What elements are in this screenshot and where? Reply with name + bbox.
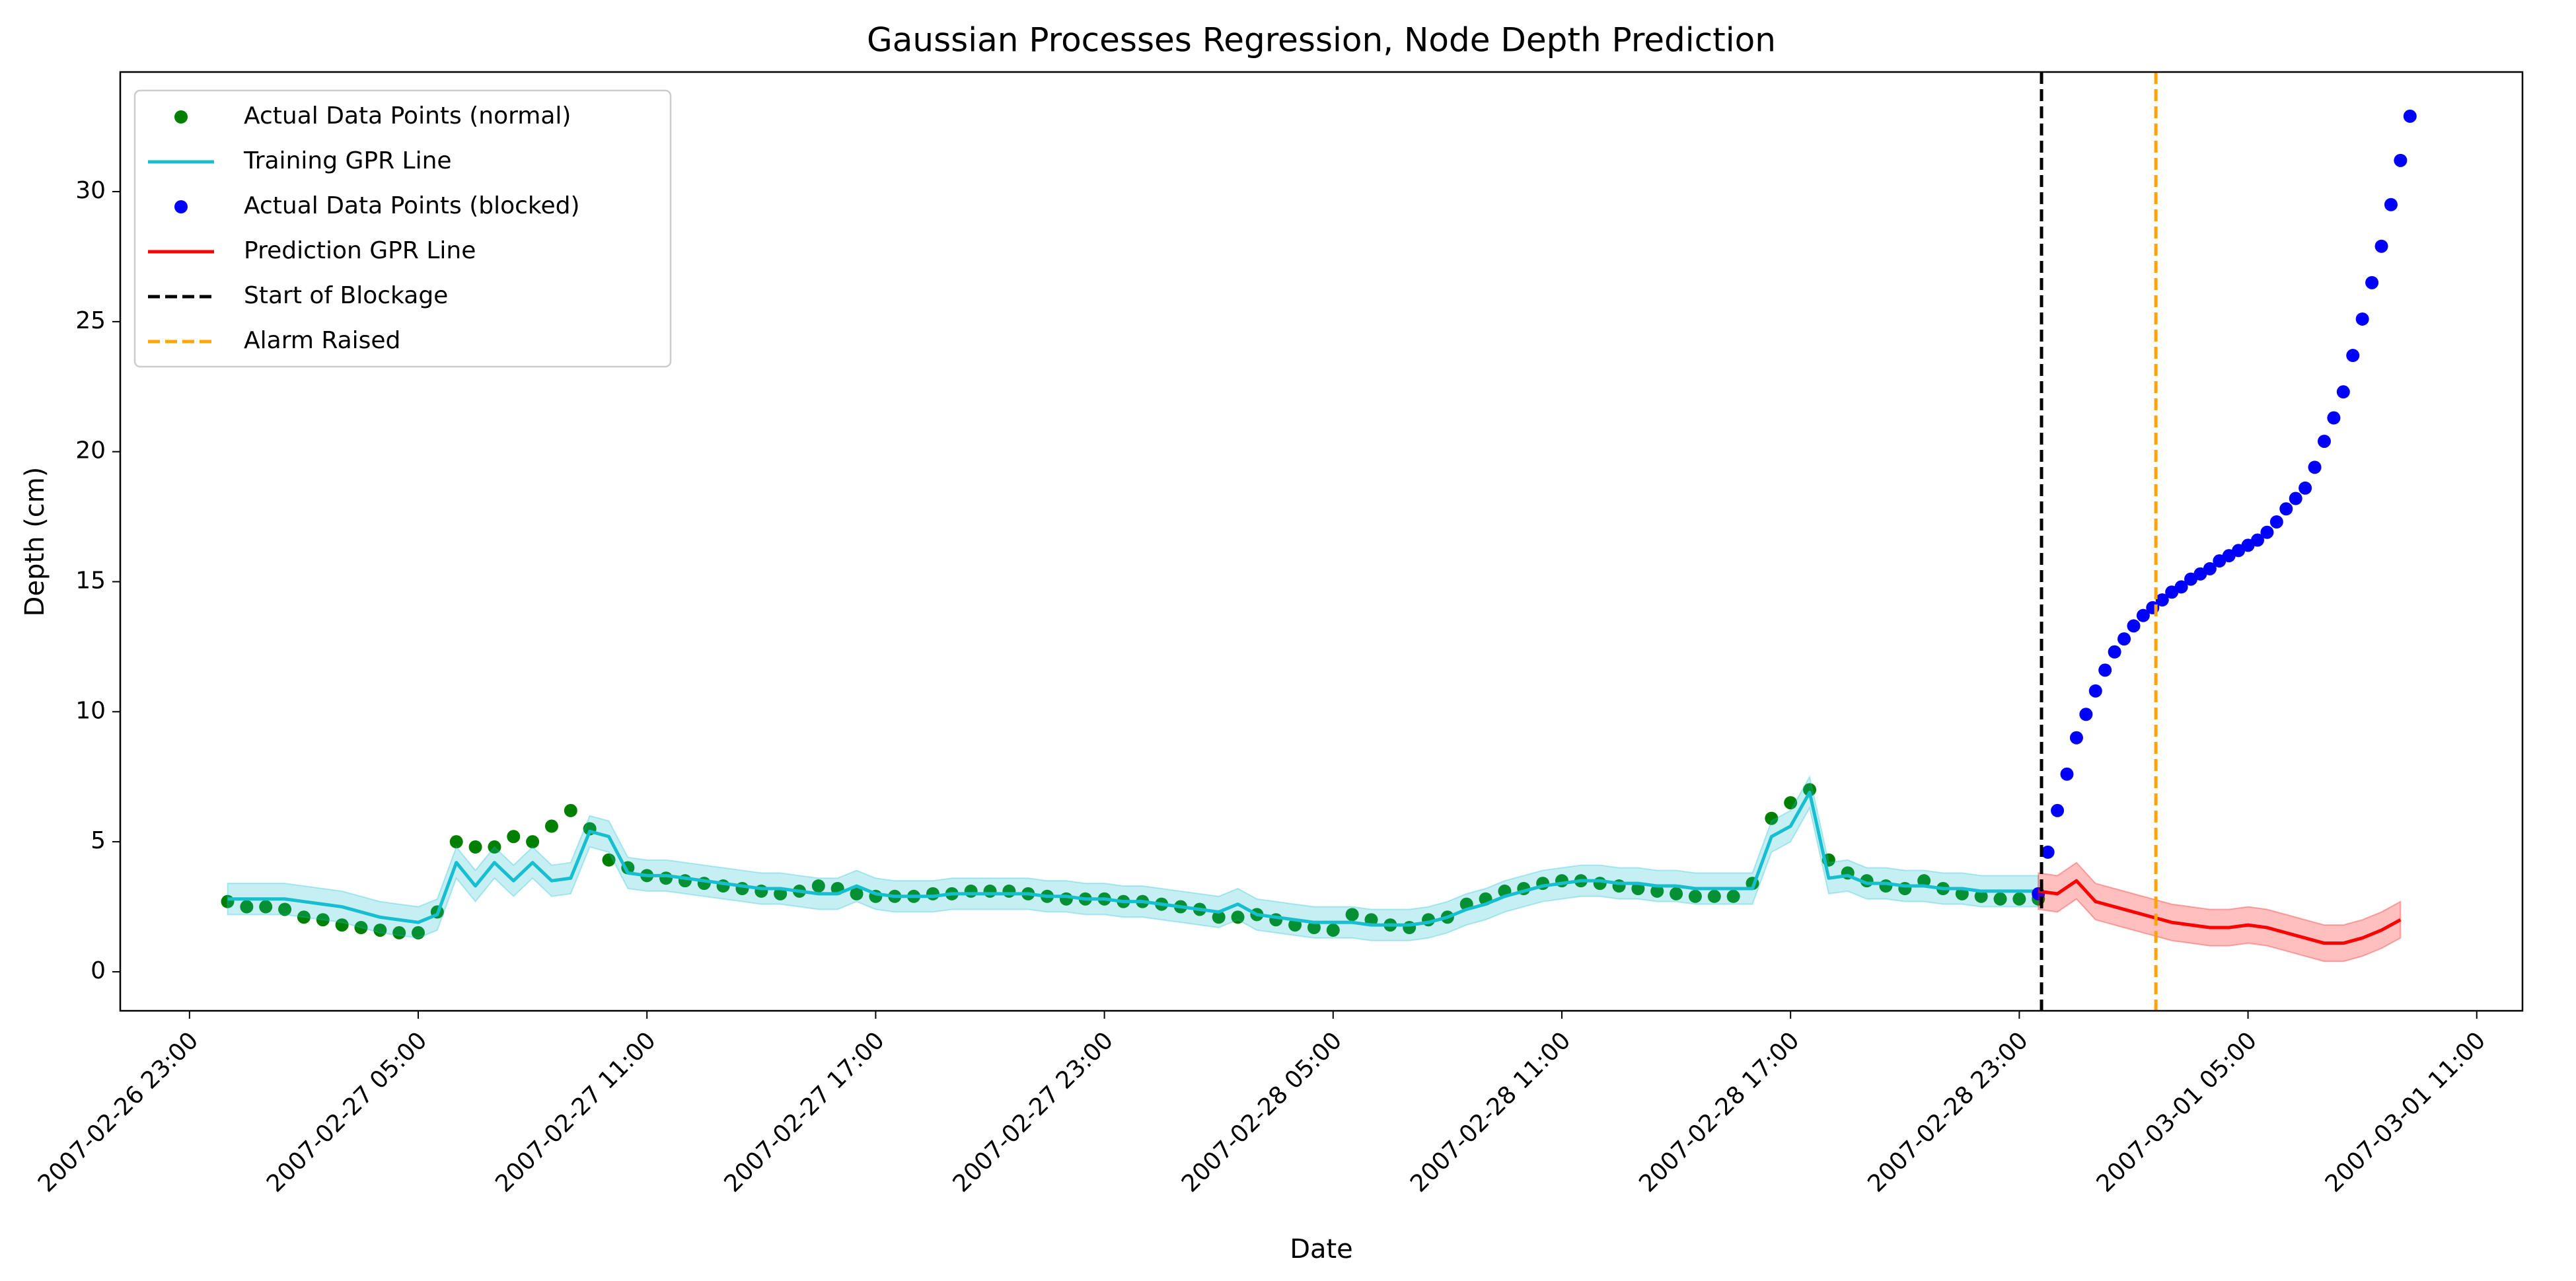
data-point: [354, 921, 368, 935]
x-axis-label: Date: [1290, 1234, 1353, 1264]
data-point: [316, 913, 330, 927]
data-point: [392, 926, 406, 939]
data-point: [1326, 923, 1340, 937]
data-point: [1765, 811, 1779, 825]
y-tick-label: 5: [91, 827, 106, 854]
gpr-line: [2038, 879, 2402, 945]
data-point: [2327, 411, 2341, 425]
data-point: [1307, 921, 1321, 935]
legend-marker: [174, 200, 188, 213]
data-point: [564, 803, 577, 817]
data-point: [811, 879, 825, 893]
y-tick-label: 30: [75, 177, 106, 204]
legend-label: Actual Data Points (blocked): [244, 192, 580, 219]
data-point: [2041, 845, 2055, 859]
legend-label: Actual Data Points (normal): [244, 102, 571, 129]
data-point: [2289, 492, 2302, 505]
data-point: [526, 835, 540, 849]
data-point: [1993, 892, 2007, 906]
data-point: [1212, 910, 1226, 924]
legend-label: Training GPR Line: [243, 147, 452, 174]
y-tick-label: 0: [91, 957, 106, 984]
legend-label: Alarm Raised: [244, 327, 400, 354]
data-point: [2260, 525, 2274, 539]
data-point: [2394, 153, 2408, 167]
data-point: [2060, 767, 2074, 781]
data-point: [2346, 349, 2360, 363]
data-point: [2299, 481, 2312, 495]
data-point: [240, 900, 254, 914]
chart-title: Gaussian Processes Regression, Node Dept…: [867, 21, 1776, 59]
data-point: [2203, 562, 2217, 575]
data-point: [1345, 908, 1359, 922]
data-point: [259, 900, 273, 914]
data-point: [2051, 803, 2065, 817]
data-point: [2355, 312, 2369, 326]
data-point: [2384, 198, 2398, 211]
data-point: [2365, 275, 2379, 289]
legend-box: [133, 89, 672, 368]
data-point: [2069, 731, 2083, 745]
data-point: [2098, 663, 2112, 677]
data-point: [602, 853, 616, 867]
data-point: [544, 819, 558, 833]
data-point: [2079, 708, 2093, 721]
data-point: [850, 887, 864, 900]
data-point: [1670, 887, 1683, 900]
confidence-band: [2038, 861, 2402, 963]
data-point: [1688, 889, 1702, 903]
legend-marker: [174, 110, 188, 124]
data-point: [2317, 434, 2331, 448]
y-tick-label: 20: [75, 437, 106, 464]
y-tick-label: 25: [75, 307, 106, 334]
data-point: [1917, 874, 1931, 888]
y-tick-label: 15: [75, 567, 106, 595]
data-point: [373, 923, 387, 937]
data-point: [2088, 684, 2102, 698]
data-point: [412, 926, 425, 939]
data-point: [507, 830, 521, 844]
y-axis-label: Depth (cm): [20, 467, 50, 617]
data-point: [2155, 593, 2169, 607]
confidence-band: [227, 774, 2040, 941]
data-point: [1784, 796, 1798, 810]
data-point: [488, 840, 501, 854]
data-point: [278, 902, 292, 916]
data-point: [1803, 783, 1817, 797]
y-tick-label: 10: [75, 697, 106, 724]
plot-area: [221, 72, 2417, 1011]
legend-label: Start of Blockage: [244, 282, 448, 309]
data-point: [2336, 385, 2350, 399]
data-point: [2136, 608, 2150, 622]
data-point: [1650, 884, 1664, 898]
data-point: [2117, 632, 2131, 646]
data-point: [449, 835, 463, 849]
data-point: [2108, 645, 2121, 659]
data-point: [2279, 502, 2293, 516]
legend-label: Prediction GPR Line: [244, 237, 476, 264]
data-point: [2250, 533, 2264, 547]
data-point: [2403, 109, 2417, 123]
data-point: [2269, 515, 2283, 529]
data-point: [1726, 889, 1740, 903]
data-point: [1707, 889, 1721, 903]
data-point: [2174, 580, 2188, 594]
data-point: [2012, 892, 2026, 906]
data-point: [2308, 460, 2322, 474]
plot-frame: [119, 71, 2524, 1012]
data-point: [468, 840, 482, 854]
data-point: [2374, 239, 2388, 253]
data-point: [2127, 619, 2141, 633]
gpr-line: [227, 790, 2039, 927]
data-point: [1974, 889, 1988, 903]
data-point: [335, 918, 349, 932]
data-point: [1231, 910, 1245, 924]
data-point: [297, 910, 311, 924]
